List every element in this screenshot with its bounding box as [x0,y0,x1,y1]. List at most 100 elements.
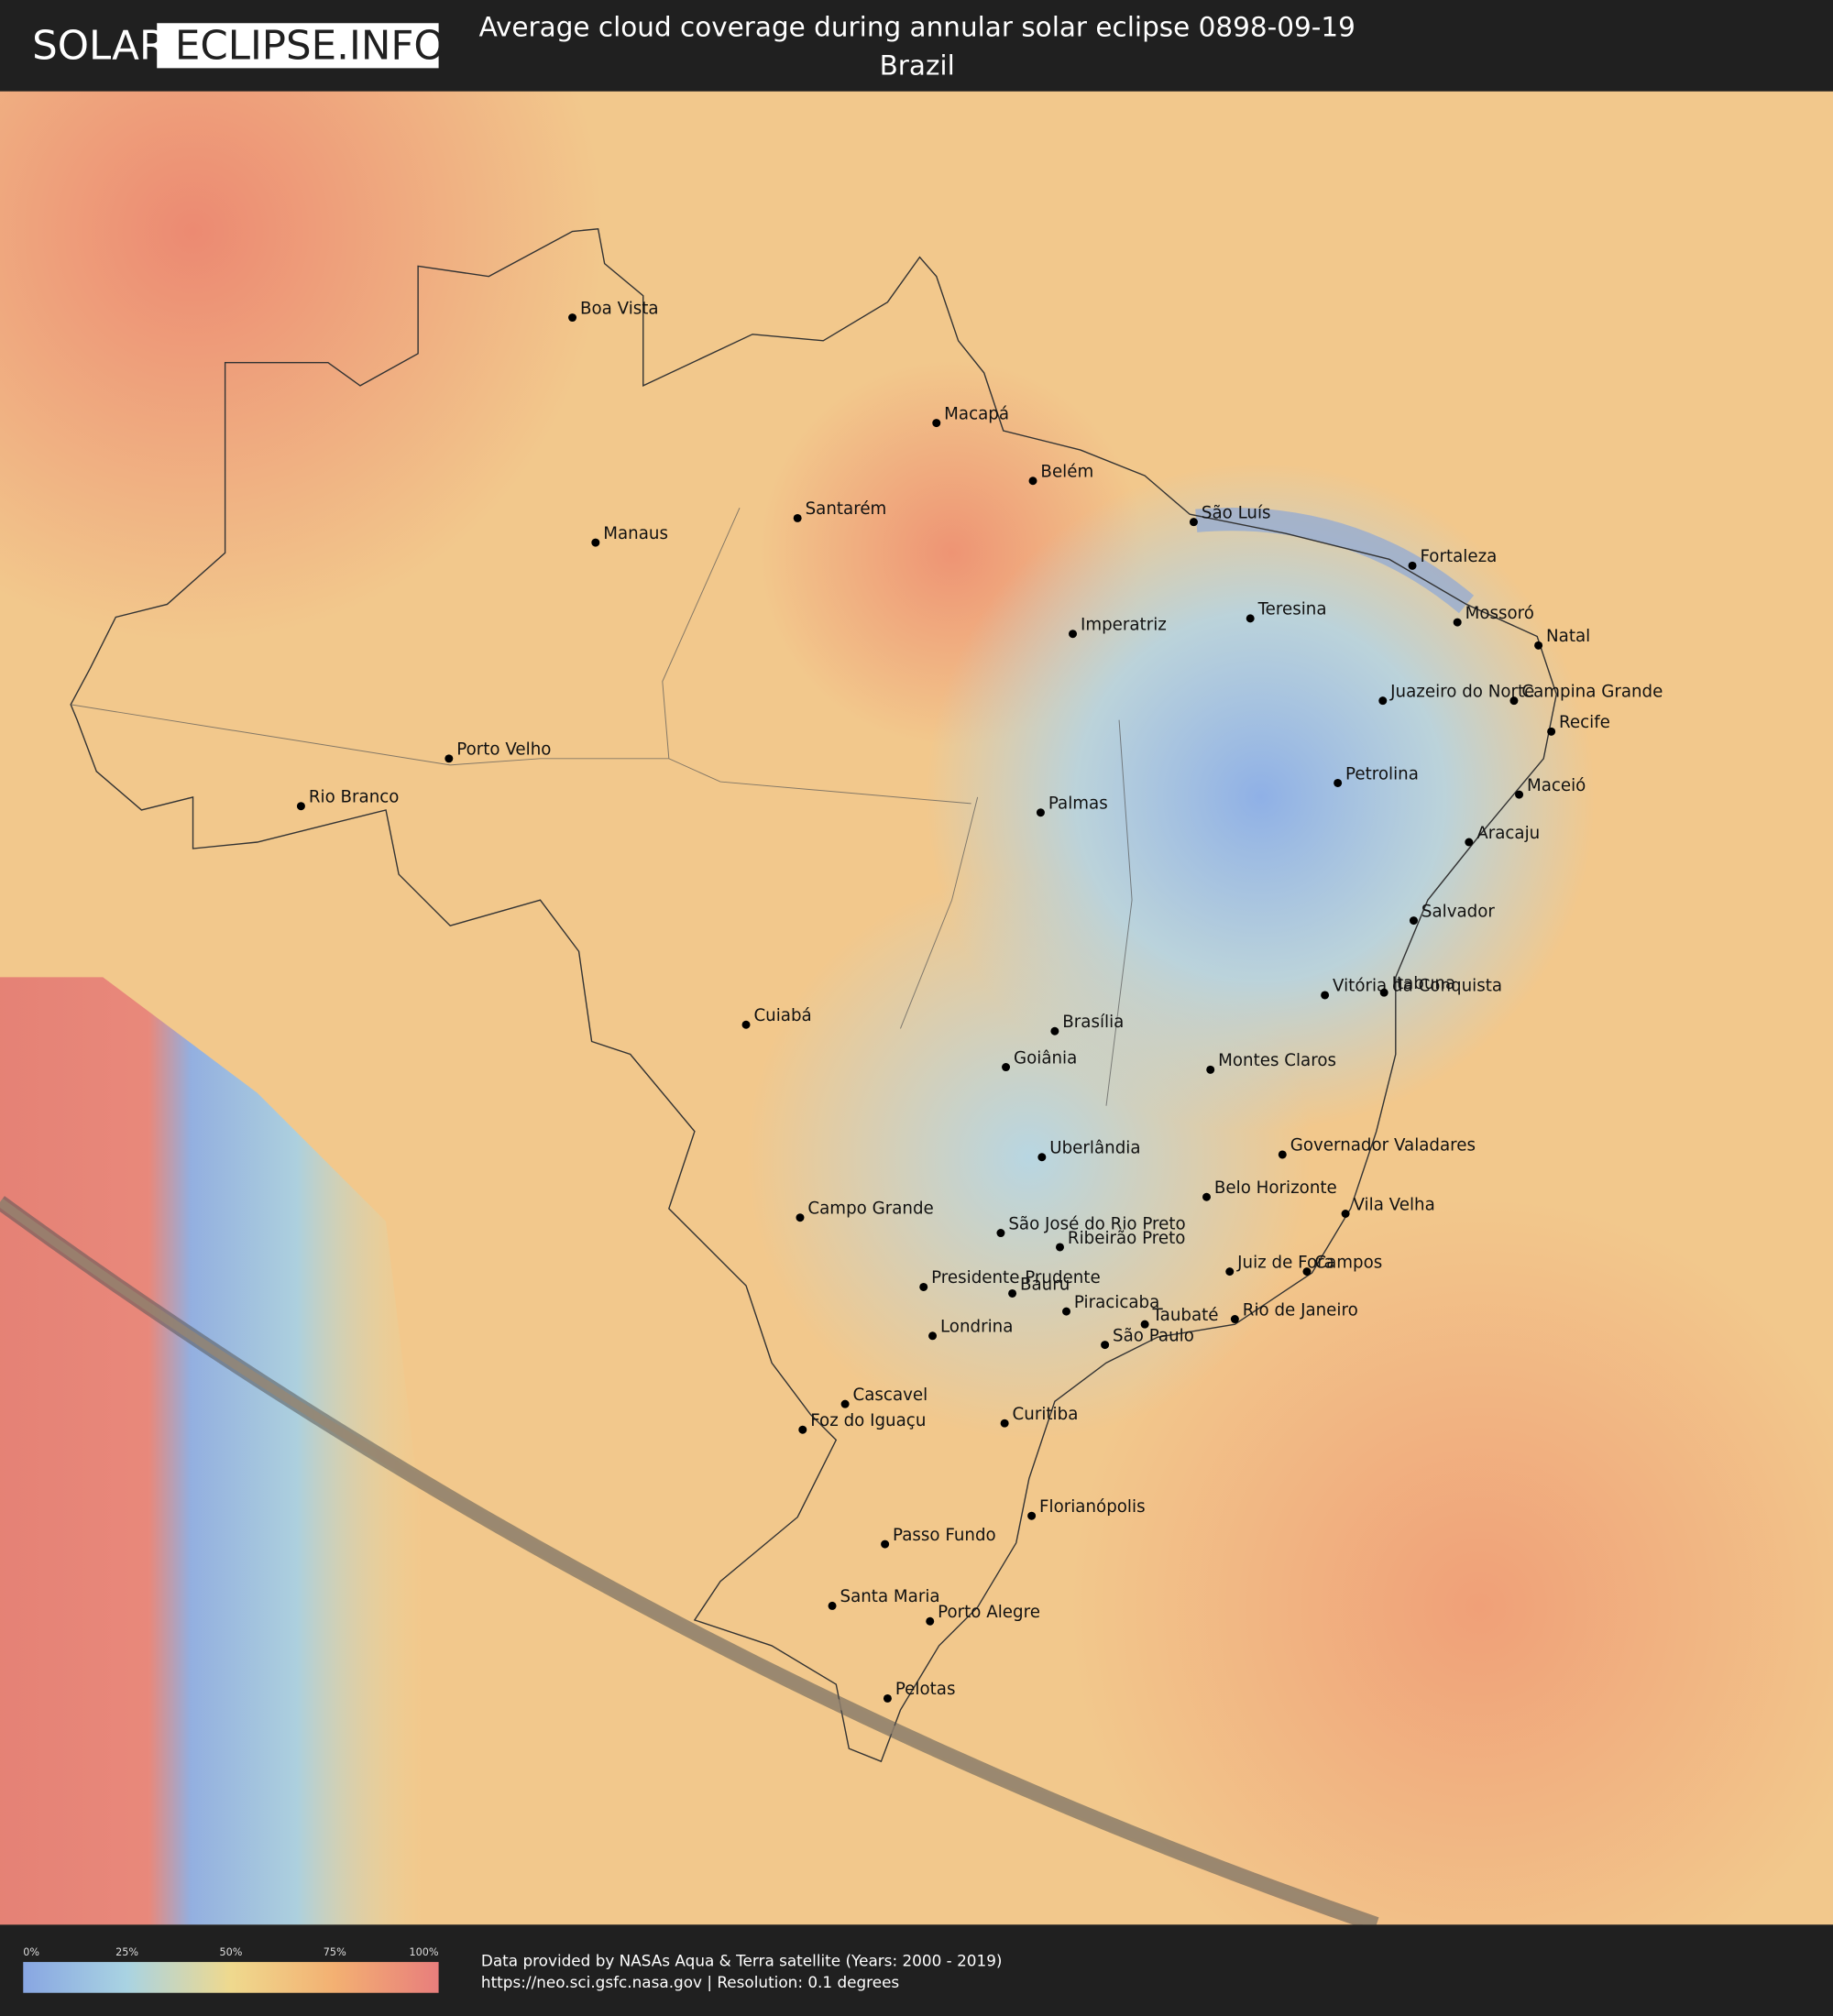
city-dot [1378,696,1388,706]
city-dot [1101,1341,1110,1350]
city-label: Londrina [940,1318,1013,1337]
city-label: Taubaté [1152,1306,1219,1325]
city-dot [796,1213,805,1222]
city-dot [296,802,305,811]
city-label: Brasília [1062,1013,1124,1032]
city-dot [1230,1315,1239,1324]
city-label: Campo Grande [807,1199,933,1218]
city-label: Florianópolis [1039,1497,1146,1517]
city-label: Fortaleza [1420,547,1497,566]
city-label: Vitória da Conquista [1333,977,1502,996]
city-dot [1002,1063,1011,1072]
logo-left: SOLAR- [32,24,180,70]
legend: 0% 25% 50% 75% 100% [23,1946,439,1958]
city-dot [1206,1065,1215,1074]
city-dot [741,1020,751,1029]
city-dot [919,1282,928,1291]
city-dot [883,1693,892,1703]
city-label: Juiz de Fora [1236,1253,1334,1272]
city-label: Recife [1559,713,1610,732]
city-label: Campina Grande [1521,682,1663,701]
city-label: Maceió [1527,776,1586,795]
city-label: Salvador [1421,902,1496,921]
city-label: Campos [1314,1253,1382,1272]
city-dot [445,754,454,763]
city-label: Imperatriz [1081,616,1167,635]
city-dot [1302,1267,1312,1276]
city-layer: Boa Vista Macapá Belém Santarém São Luís Mana… [296,299,1663,1703]
city-label: Rio de Janeiro [1243,1300,1358,1320]
city-label: Porto Velho [456,740,551,760]
legend-tick-label: 75% [324,1946,346,1958]
city-label: Passo Fundo [893,1526,996,1545]
city-label: Bauru [1020,1275,1070,1294]
logo-box [157,23,439,69]
city-dot [793,513,802,522]
legend-tick-label: 0% [23,1946,39,1958]
city-dot [1036,808,1045,817]
city-dot [828,1601,837,1610]
city-label: Governador Valadares [1290,1136,1476,1156]
city-dot [928,1331,938,1341]
city-label: Ribeirão Preto [1068,1229,1186,1248]
city-dot [1341,1210,1350,1218]
city-dot [1408,561,1417,570]
city-dot [1379,988,1388,997]
city-label: Natal [1546,627,1590,646]
city-label: Macapá [944,404,1009,423]
cloud-layer [0,91,1833,1925]
city-label: Goiânia [1014,1048,1077,1068]
city-label: Uberlândia [1049,1139,1140,1158]
city-dot [1000,1419,1009,1428]
city-dot [1515,790,1524,799]
city-label: Foz do Iguaçu [810,1411,926,1430]
city-dot [840,1399,850,1408]
city-label: Pelotas [895,1680,956,1699]
city-dot [932,419,941,428]
city-dot [1027,1511,1037,1520]
city-label: Itabuna [1392,974,1456,993]
legend-tick-label: 50% [219,1946,242,1958]
city-label: Belo Horizonte [1214,1178,1337,1198]
city-label: Montes Claros [1218,1051,1336,1070]
city-label: Santarém [806,499,887,519]
legend-tick-label: 100% [410,1946,439,1958]
city-dot [568,313,577,323]
city-label: Piracicaba [1074,1293,1159,1312]
footer-source: Data provided by NASAs Aqua & Terra sate… [481,1951,1003,1969]
city-label: Belém [1040,463,1093,482]
logo-right: ECLIPSE.INFO [175,24,445,70]
city-dot [1056,1243,1064,1252]
city-dot [1050,1026,1059,1035]
footer-url: https://neo.sci.gsfc.nasa.gov | Resoluti… [481,1973,899,1991]
city-dot [881,1539,890,1549]
city-dot [1225,1267,1235,1276]
city-label: Rio Branco [309,788,400,807]
city-label: Aracaju [1476,824,1540,843]
city-dot [1062,1307,1070,1316]
city-dot [1547,727,1556,736]
city-dot [1069,630,1078,639]
city-dot [798,1425,807,1434]
city-dot [591,538,600,547]
city-dot [1465,838,1474,847]
color-bar [23,1962,439,1993]
subtitle: Brazil [880,49,955,81]
city-dot [1028,477,1037,486]
coastal-band [1195,507,1475,614]
city-dot [1509,696,1519,706]
country-border [70,227,1557,1763]
city-label: Cuiabá [753,1006,811,1025]
city-dot [1189,518,1198,527]
city-label: Palmas [1048,794,1108,814]
city-dot [1278,1150,1287,1159]
city-dot [1534,641,1543,650]
city-dot [1037,1153,1047,1162]
city-label: Petrolina [1345,764,1419,783]
city-label: São Paulo [1113,1326,1194,1345]
city-label: Teresina [1257,600,1327,619]
city-label: Presidente Prudente [931,1268,1101,1287]
city-dot [1140,1320,1149,1329]
